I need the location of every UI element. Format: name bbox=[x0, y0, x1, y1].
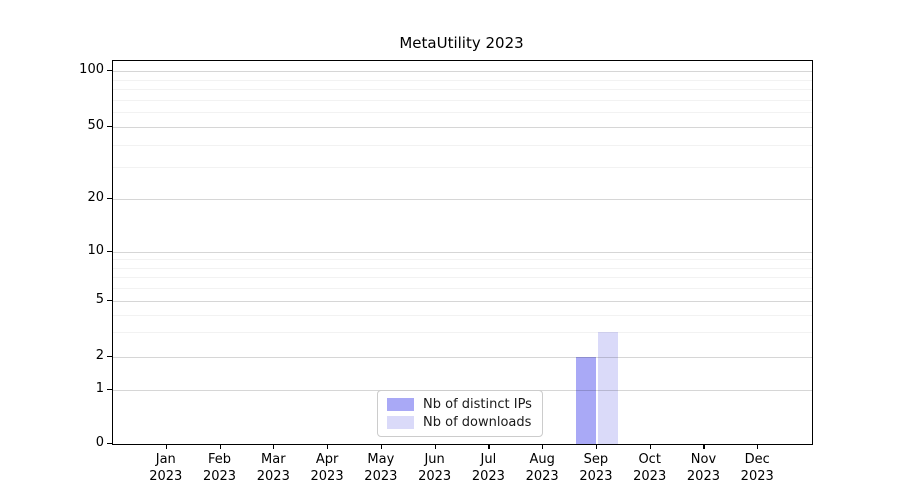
x-tick-label-jun: Jun 2023 bbox=[418, 452, 452, 484]
x-tick-label-jan: Jan 2023 bbox=[149, 452, 183, 484]
x-tick-mark bbox=[488, 444, 490, 449]
x-tick-mark bbox=[434, 444, 436, 449]
y-tick-mark bbox=[107, 300, 112, 302]
y-tick-mark bbox=[107, 443, 112, 445]
x-tick-label-feb: Feb 2023 bbox=[202, 452, 237, 484]
major-gridline bbox=[113, 301, 812, 302]
x-tick-mark bbox=[380, 444, 383, 449]
x-tick-label-nov: Nov 2023 bbox=[686, 452, 720, 484]
legend-swatch bbox=[387, 398, 414, 411]
legend-entry: Nb of downloads bbox=[387, 415, 532, 430]
bar-sep-distinct-ips bbox=[576, 357, 597, 444]
chart-title: MetaUtility 2023 bbox=[399, 34, 524, 52]
minor-gridline bbox=[113, 144, 812, 146]
y-tick-mark bbox=[107, 198, 112, 200]
major-gridline bbox=[113, 199, 812, 200]
minor-gridline bbox=[113, 332, 812, 334]
legend-label: Nb of downloads bbox=[423, 415, 532, 430]
x-tick-label-dec: Dec 2023 bbox=[740, 452, 774, 484]
x-tick-mark bbox=[165, 444, 167, 449]
x-tick-mark bbox=[757, 444, 759, 449]
minor-gridline bbox=[113, 89, 812, 91]
bar-sep-downloads bbox=[598, 332, 619, 444]
minor-gridline bbox=[113, 288, 812, 290]
x-tick-label-may: May 2023 bbox=[364, 452, 398, 484]
y-tick-label: 2 bbox=[95, 348, 104, 363]
major-gridline bbox=[113, 252, 812, 253]
bars-layer bbox=[113, 61, 812, 444]
x-tick-mark bbox=[595, 444, 598, 449]
x-tick-mark bbox=[327, 444, 329, 449]
y-tick-label: 10 bbox=[87, 243, 104, 258]
x-tick-label-apr: Apr 2023 bbox=[310, 452, 344, 484]
y-tick-mark bbox=[107, 389, 112, 391]
y-tick-mark bbox=[107, 356, 112, 358]
x-tick-mark bbox=[219, 444, 221, 449]
y-tick-label: 1 bbox=[95, 381, 104, 396]
x-tick-mark bbox=[542, 444, 544, 449]
plot-area bbox=[112, 60, 813, 445]
minor-gridline bbox=[113, 259, 812, 261]
y-tick-mark bbox=[107, 70, 112, 72]
major-gridline bbox=[113, 357, 812, 358]
x-tick-label-oct: Oct 2023 bbox=[633, 452, 667, 484]
x-tick-mark bbox=[273, 444, 275, 449]
y-tick-label: 20 bbox=[87, 190, 104, 205]
y-tick-label: 100 bbox=[79, 62, 104, 77]
y-tick-label: 0 bbox=[95, 435, 104, 450]
x-tick-label-mar: Mar 2023 bbox=[256, 452, 290, 484]
y-tick-mark bbox=[107, 126, 112, 128]
legend-swatch bbox=[387, 416, 414, 429]
x-tick-label-sep: Sep 2023 bbox=[579, 452, 613, 484]
gridlines-layer bbox=[113, 61, 812, 444]
major-gridline bbox=[113, 71, 812, 72]
y-tick-label: 5 bbox=[95, 292, 104, 307]
minor-gridline bbox=[113, 167, 812, 169]
legend-entry: Nb of distinct IPs bbox=[387, 397, 532, 412]
x-tick-mark bbox=[649, 444, 651, 449]
minor-gridline bbox=[113, 277, 812, 279]
major-gridline bbox=[113, 127, 812, 128]
minor-gridline bbox=[113, 314, 812, 316]
minor-gridline bbox=[113, 112, 812, 114]
x-tick-label-jul: Jul 2023 bbox=[471, 452, 505, 484]
minor-gridline bbox=[113, 79, 812, 81]
minor-gridline bbox=[113, 99, 812, 101]
legend: Nb of distinct IPs Nb of downloads bbox=[377, 390, 543, 437]
y-tick-label: 50 bbox=[87, 118, 104, 133]
x-tick-label-aug: Aug 2023 bbox=[525, 452, 559, 484]
y-tick-mark bbox=[107, 251, 112, 253]
legend-label: Nb of distinct IPs bbox=[423, 397, 532, 412]
minor-gridline bbox=[113, 267, 812, 269]
x-tick-mark bbox=[703, 444, 705, 449]
